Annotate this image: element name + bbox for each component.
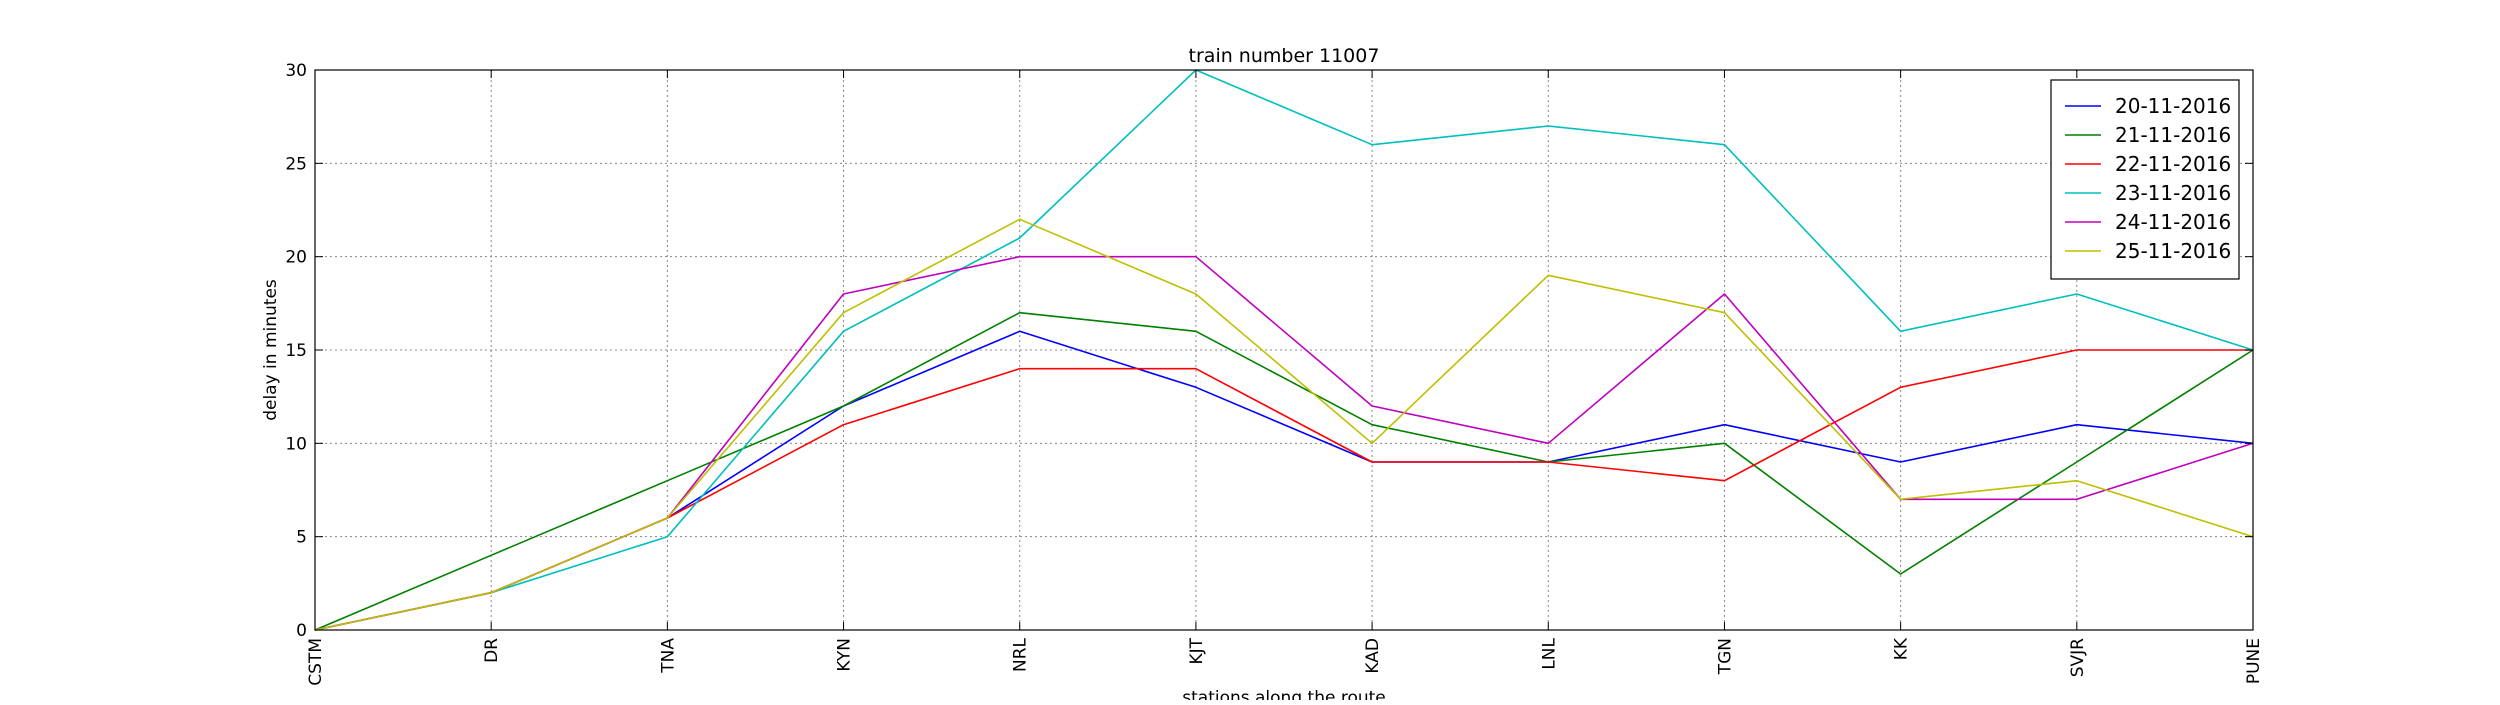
y-axis-label: delay in minutes bbox=[261, 279, 281, 421]
grid bbox=[315, 70, 2253, 630]
y-tick-label: 5 bbox=[296, 528, 307, 548]
axis-ticks: 0 5 10 15 20 25 30 CSTM DR TNA KYN NRL KJT KAD LNL TGN K… bbox=[285, 61, 2264, 686]
x-axis-label: stations along the route bbox=[1182, 688, 1386, 700]
series-lines bbox=[314, 69, 2254, 631]
series-line bbox=[314, 311, 2254, 631]
series-line bbox=[314, 349, 2253, 631]
legend-label: 20-11-2016 bbox=[2115, 94, 2231, 118]
legend-label: 25-11-2016 bbox=[2115, 239, 2231, 263]
y-tick-label: 25 bbox=[285, 154, 307, 174]
x-tick-label: TNA bbox=[658, 638, 678, 674]
x-tick-label: LNL bbox=[1539, 637, 1559, 669]
x-tick-label: SVJR bbox=[2068, 638, 2088, 677]
x-tick-label: DR bbox=[482, 638, 502, 663]
legend-box bbox=[2050, 79, 2240, 280]
x-tick-label: TGN bbox=[1715, 638, 1735, 675]
legend: 20-11-2016 21-11-2016 22-11-2016 23-11-2016… bbox=[2050, 79, 2240, 280]
y-tick-label: 15 bbox=[285, 341, 307, 361]
x-tick-label: KJT bbox=[1187, 637, 1207, 664]
x-tick-label: PUNE bbox=[2244, 638, 2264, 684]
x-tick-label: KAD bbox=[1363, 638, 1383, 674]
y-tick-label: 20 bbox=[285, 248, 307, 268]
y-tick-label: 0 bbox=[296, 621, 307, 641]
x-tick-label: CSTM bbox=[306, 638, 326, 686]
legend-label: 22-11-2016 bbox=[2115, 152, 2231, 176]
series-line bbox=[314, 330, 2254, 631]
series-line bbox=[314, 69, 2254, 631]
legend-label: 23-11-2016 bbox=[2115, 181, 2231, 205]
x-tick-label: NRL bbox=[1011, 637, 1031, 672]
y-tick-label: 10 bbox=[285, 434, 307, 454]
series-line bbox=[314, 218, 2254, 631]
legend-label: 24-11-2016 bbox=[2115, 210, 2231, 234]
x-tick-label: KYN bbox=[835, 638, 855, 672]
legend-label: 21-11-2016 bbox=[2115, 123, 2231, 147]
chart-title: train number 11007 bbox=[1189, 45, 1380, 67]
x-tick-label: KK bbox=[1892, 637, 1912, 660]
y-tick-label: 30 bbox=[285, 61, 307, 81]
